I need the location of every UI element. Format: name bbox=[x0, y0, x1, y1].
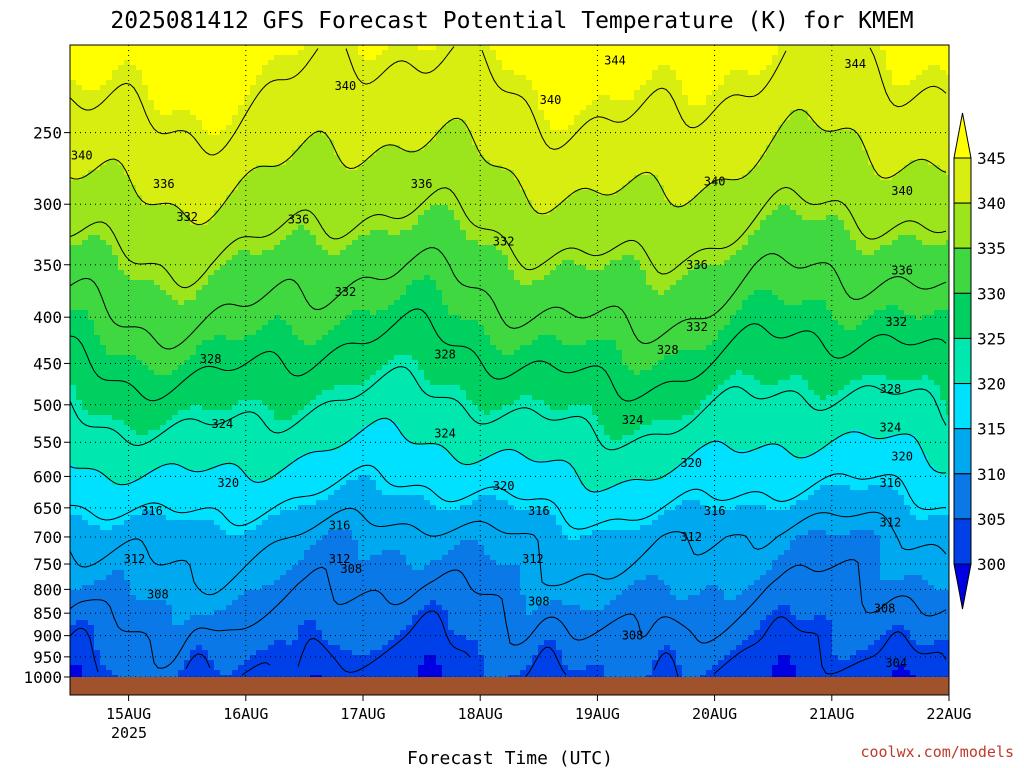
x-axis-label: Forecast Time (UTC) bbox=[407, 748, 613, 768]
colorbar-tick-label: 315 bbox=[977, 420, 1006, 439]
contour-label: 320 bbox=[217, 476, 239, 490]
contour-label: 340 bbox=[71, 149, 93, 163]
x-axis-year-label: 2025 bbox=[111, 724, 147, 742]
contour-label: 328 bbox=[434, 348, 456, 362]
contour-label: 324 bbox=[622, 413, 644, 427]
colorbar-segment bbox=[954, 158, 971, 203]
ground-terrain bbox=[70, 677, 949, 695]
contour-label: 320 bbox=[493, 479, 515, 493]
contour-label: 324 bbox=[880, 421, 902, 435]
contour-label: 312 bbox=[880, 516, 902, 530]
y-tick-label: 850 bbox=[33, 604, 62, 623]
colorbar-tick-label: 335 bbox=[977, 239, 1006, 258]
y-tick-label: 900 bbox=[33, 627, 62, 646]
contour-label: 304 bbox=[885, 656, 907, 670]
contour-label: 312 bbox=[124, 552, 146, 566]
x-tick-label: 20AUG bbox=[692, 705, 737, 723]
contour-label: 316 bbox=[329, 519, 351, 533]
chart-title: 2025081412 GFS Forecast Potential Temper… bbox=[110, 8, 913, 34]
y-tick-label: 750 bbox=[33, 555, 62, 574]
contour-label: 340 bbox=[704, 174, 726, 188]
contour-label: 332 bbox=[885, 315, 907, 329]
colorbar-segment bbox=[954, 519, 971, 564]
colorbar-tick-label: 340 bbox=[977, 194, 1006, 213]
credit-text: coolwx.com/models bbox=[860, 743, 1014, 761]
colorbar-tick-label: 300 bbox=[977, 555, 1006, 574]
x-tick-label: 19AUG bbox=[575, 705, 620, 723]
contour-label: 316 bbox=[141, 504, 163, 518]
contour-label: 344 bbox=[844, 57, 866, 71]
x-tick-label: 16AUG bbox=[223, 705, 268, 723]
y-tick-label: 350 bbox=[33, 256, 62, 275]
contour-label: 336 bbox=[411, 177, 433, 191]
y-tick-label: 800 bbox=[33, 580, 62, 599]
contour-label: 308 bbox=[528, 594, 550, 608]
y-tick-label: 500 bbox=[33, 396, 62, 415]
colorbar-segment bbox=[954, 338, 971, 383]
contour-label: 332 bbox=[493, 235, 515, 249]
y-tick-label: 550 bbox=[33, 433, 62, 452]
contour-label: 316 bbox=[880, 476, 902, 490]
contour-label: 336 bbox=[686, 258, 708, 272]
y-tick-label: 650 bbox=[33, 499, 62, 518]
x-tick-label: 15AUG bbox=[106, 705, 151, 723]
contour-label: 328 bbox=[200, 352, 222, 366]
colorbar-tick-label: 345 bbox=[977, 149, 1006, 168]
contour-label: 324 bbox=[212, 417, 234, 431]
colorbar-segment bbox=[954, 293, 971, 338]
colorbar-tick-label: 330 bbox=[977, 284, 1006, 303]
contour-label: 328 bbox=[880, 382, 902, 396]
y-tick-label: 300 bbox=[33, 195, 62, 214]
colorbar-tick-label: 325 bbox=[977, 329, 1006, 348]
contour-label: 312 bbox=[522, 552, 544, 566]
contour-label: 308 bbox=[147, 587, 169, 601]
y-tick-label: 950 bbox=[33, 648, 62, 667]
contour-label: 320 bbox=[891, 449, 913, 463]
contour-label: 340 bbox=[891, 184, 913, 198]
contour-label: 312 bbox=[680, 530, 702, 544]
x-axis-ticks: 15AUG 16AUG 17AUG 18AUG 19AUG 20AUG 21AUG 22AUG bbox=[106, 695, 972, 723]
colorbar-tick-label: 310 bbox=[977, 465, 1006, 484]
y-tick-label: 700 bbox=[33, 528, 62, 547]
contour-label: 336 bbox=[891, 263, 913, 277]
contour-label: 340 bbox=[335, 79, 357, 93]
contour-label: 328 bbox=[657, 343, 679, 357]
contour-label: 336 bbox=[153, 177, 175, 191]
colorbar-tick-label: 305 bbox=[977, 510, 1006, 529]
contour-label: 332 bbox=[686, 320, 708, 334]
x-tick-label: 18AUG bbox=[458, 705, 503, 723]
contour-label: 308 bbox=[874, 602, 896, 616]
contour-label: 340 bbox=[540, 93, 562, 107]
y-tick-label: 1000 bbox=[23, 668, 62, 687]
contour-label: 336 bbox=[288, 213, 310, 227]
y-tick-label: 450 bbox=[33, 354, 62, 373]
x-tick-label: 22AUG bbox=[926, 705, 971, 723]
colorbar-segment bbox=[954, 429, 971, 474]
contour-label: 344 bbox=[604, 53, 626, 67]
y-axis-ticks: 250 300 350 400 450 500 550 600 650 700 750 800 850 9… bbox=[23, 124, 70, 687]
colorbar-segment bbox=[954, 248, 971, 293]
colorbar-segment bbox=[954, 384, 971, 429]
contour-label: 308 bbox=[622, 629, 644, 643]
x-tick-label: 17AUG bbox=[340, 705, 385, 723]
colorbar-segment bbox=[954, 474, 971, 519]
colorbar: 345 340 335 330 325 320 315 310 305 300 bbox=[954, 113, 1006, 609]
x-tick-label: 21AUG bbox=[809, 705, 854, 723]
y-tick-label: 250 bbox=[33, 124, 62, 143]
y-tick-label: 400 bbox=[33, 308, 62, 327]
contour-label: 316 bbox=[704, 504, 726, 518]
contour-label: 316 bbox=[528, 504, 550, 518]
colorbar-tick-label: 320 bbox=[977, 375, 1006, 394]
contour-label: 324 bbox=[434, 427, 456, 441]
colorbar-max-arrow bbox=[954, 113, 971, 158]
contour-label: 320 bbox=[680, 456, 702, 470]
y-tick-label: 600 bbox=[33, 467, 62, 486]
colorbar-segment bbox=[954, 203, 971, 248]
colorbar-min-arrow bbox=[954, 564, 971, 609]
contour-label: 332 bbox=[335, 285, 357, 299]
contour-label: 308 bbox=[340, 562, 362, 576]
contour-label: 332 bbox=[176, 210, 198, 224]
